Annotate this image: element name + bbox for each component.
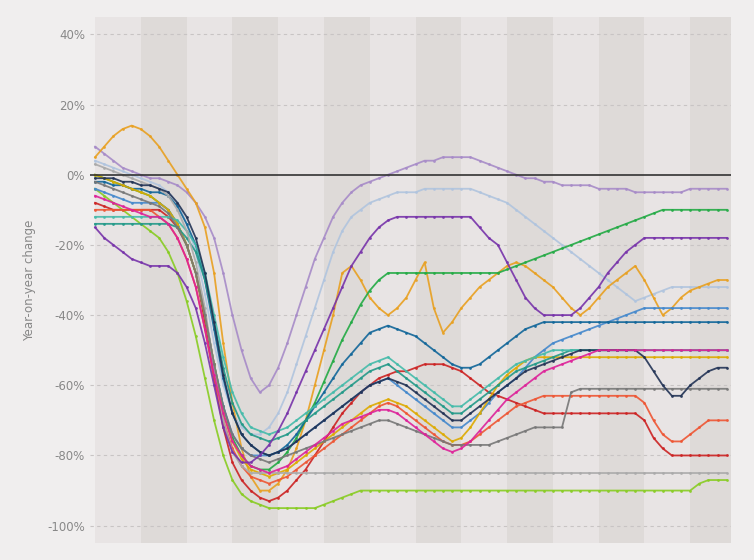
Bar	[599, 17, 645, 543]
Bar	[690, 17, 736, 543]
Bar	[553, 17, 599, 543]
Bar	[232, 17, 278, 543]
Bar	[369, 17, 415, 543]
Bar	[95, 17, 141, 543]
Bar	[141, 17, 186, 543]
Bar	[186, 17, 232, 543]
Y-axis label: Year-on-year change: Year-on-year change	[23, 220, 36, 340]
Bar	[645, 17, 690, 543]
Bar	[415, 17, 461, 543]
Bar	[461, 17, 507, 543]
Bar	[278, 17, 324, 543]
Bar	[507, 17, 553, 543]
Bar	[324, 17, 369, 543]
